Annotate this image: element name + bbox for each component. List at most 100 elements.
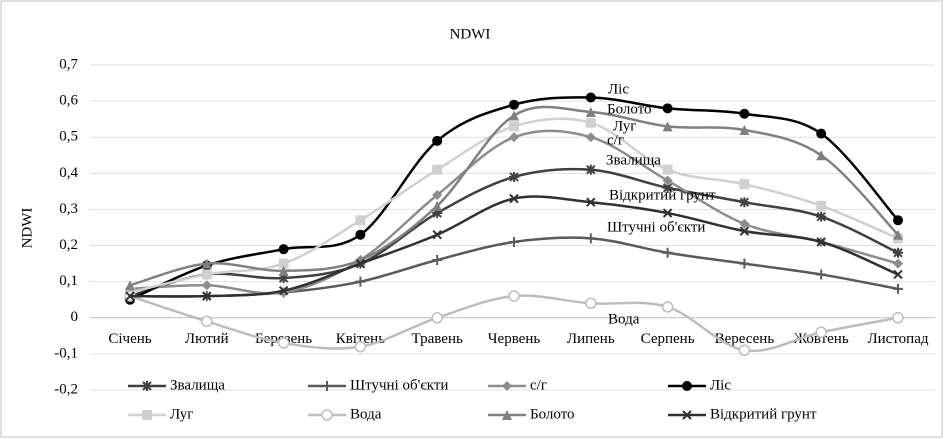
x-tick-label: Серпень (641, 331, 695, 347)
x-tick-label: Січень (108, 331, 151, 347)
marker (278, 273, 289, 284)
marker (201, 269, 212, 280)
marker (509, 110, 519, 121)
marker (892, 312, 904, 324)
marker (355, 258, 366, 269)
y-axis-label: NDWI (19, 208, 35, 249)
y-tick-label: -0,2 (54, 381, 78, 397)
marker (815, 326, 827, 338)
legend-marker (321, 409, 333, 421)
marker (278, 285, 289, 296)
marker (739, 218, 750, 229)
marker (432, 230, 442, 240)
legend-marker (142, 410, 152, 420)
legend-marker (502, 381, 512, 391)
annotation: Луг (613, 118, 636, 134)
legend-label: Луг (170, 406, 193, 422)
marker (354, 340, 367, 353)
annotation: Вода (608, 311, 640, 327)
legend-entry: Болото (488, 406, 575, 422)
marker (816, 211, 827, 222)
legend-entry: Вода (308, 406, 382, 422)
marker (125, 280, 135, 291)
legend-marker (682, 381, 692, 391)
marker (662, 121, 673, 132)
legend-entry: Луг (128, 406, 193, 422)
marker (355, 276, 366, 287)
x-tick-label: Лютий (185, 331, 229, 347)
legend-label: с/г (530, 377, 547, 393)
marker (278, 244, 289, 255)
legend-marker (502, 410, 512, 420)
y-tick-label: 0,4 (59, 165, 78, 181)
marker (585, 233, 596, 244)
marker (432, 164, 443, 175)
marker (277, 337, 290, 349)
legend-marker (142, 381, 152, 391)
annotation: Болото (607, 101, 652, 117)
marker (509, 171, 519, 182)
marker (662, 164, 673, 175)
marker (586, 197, 596, 207)
annotation: Штучні об'єкти (607, 219, 705, 235)
legend-label: Відкритий грунт (710, 406, 817, 422)
marker (739, 197, 750, 208)
y-tick-label: 0,2 (59, 237, 78, 253)
marker (509, 99, 519, 110)
y-tick-label: 0,1 (59, 273, 78, 289)
annotation: Відкритий грунт (609, 187, 716, 203)
marker (509, 132, 519, 143)
y-tick-label: 0,6 (59, 93, 78, 109)
marker (739, 258, 750, 269)
marker (585, 106, 596, 117)
y-tick-label: 0,3 (59, 201, 78, 217)
marker (432, 200, 443, 211)
marker (125, 291, 135, 301)
marker (432, 190, 443, 200)
marker (893, 258, 903, 269)
marker (278, 258, 289, 269)
annotation: с/г (607, 132, 624, 148)
x-tick-label: Липень (567, 331, 615, 347)
marker (585, 117, 596, 128)
legend-entry: с/г (488, 377, 547, 393)
marker (816, 150, 827, 161)
x-tick-label: Травень (412, 331, 463, 347)
marker (585, 164, 596, 175)
legend-marker (322, 381, 332, 391)
marker (739, 179, 750, 190)
marker (661, 301, 674, 313)
marker (509, 193, 519, 204)
legend-label: Штучні об'єкти (350, 377, 448, 393)
marker (355, 215, 366, 226)
marker (816, 200, 827, 211)
legend-label: Ліс (710, 377, 731, 393)
marker (508, 290, 520, 302)
x-tick-label: Червень (488, 331, 541, 347)
marker (662, 247, 673, 258)
marker (893, 247, 903, 258)
legend-entry: Звалища (128, 377, 225, 393)
marker (662, 103, 673, 114)
marker (201, 315, 213, 328)
legend-label: Звалища (170, 377, 225, 393)
marker (738, 344, 751, 357)
y-tick-label: 0,5 (59, 129, 78, 145)
marker (431, 312, 443, 324)
marker (893, 283, 903, 294)
legend-label: Болото (530, 406, 575, 422)
x-tick-label: Листопад (867, 331, 928, 347)
marker (816, 269, 827, 280)
marker (585, 92, 596, 103)
marker (509, 121, 519, 132)
marker (201, 258, 212, 269)
marker (662, 208, 673, 218)
y-tick-label: -0,1 (54, 345, 78, 361)
marker (355, 229, 366, 240)
marker (662, 175, 673, 186)
marker (278, 265, 289, 276)
marker (509, 236, 519, 247)
legend-entry: Відкритий грунт (668, 406, 817, 422)
